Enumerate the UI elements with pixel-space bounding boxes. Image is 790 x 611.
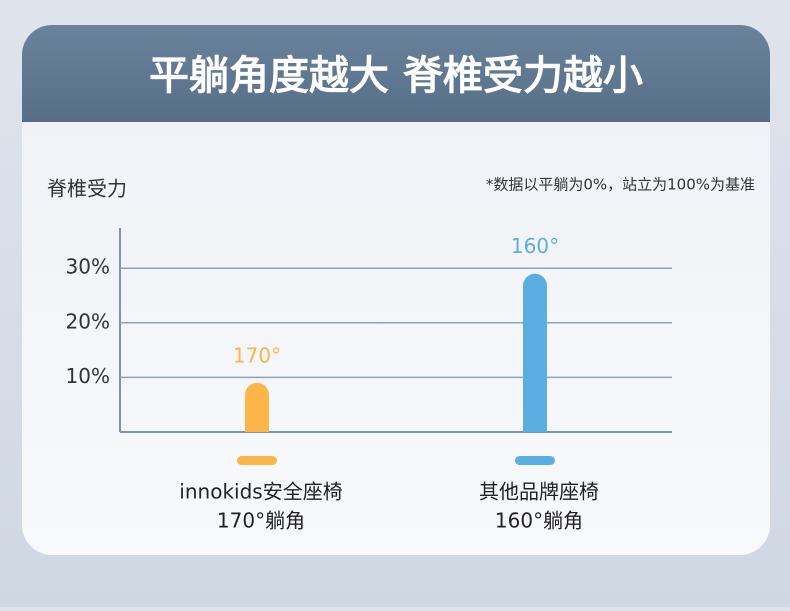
- bar-label: 160°: [511, 234, 559, 258]
- note: *数据以平躺为0%，站立为100%为基准: [486, 176, 755, 194]
- x-tick-sublabel: 160°躺角: [495, 509, 583, 533]
- bar: [245, 382, 269, 432]
- x-tick-sublabel: 170°躺角: [217, 509, 305, 533]
- x-tick-label: 其他品牌座椅: [479, 480, 599, 504]
- y-tick-label: 20%: [66, 309, 110, 333]
- header: [22, 25, 770, 122]
- chart-title: 平躺角度越大 脊椎受力越小: [149, 53, 643, 99]
- x-tick-label: innokids安全座椅: [179, 480, 342, 504]
- y-tick-label: 30%: [66, 255, 110, 279]
- bar: [523, 273, 547, 432]
- legend-pill: [237, 456, 277, 465]
- y-tick-label: 10%: [66, 364, 110, 388]
- legend-pill: [515, 456, 555, 465]
- bar-label: 170°: [233, 343, 281, 367]
- y-axis-label: 脊椎受力: [47, 177, 127, 201]
- card: [22, 25, 770, 555]
